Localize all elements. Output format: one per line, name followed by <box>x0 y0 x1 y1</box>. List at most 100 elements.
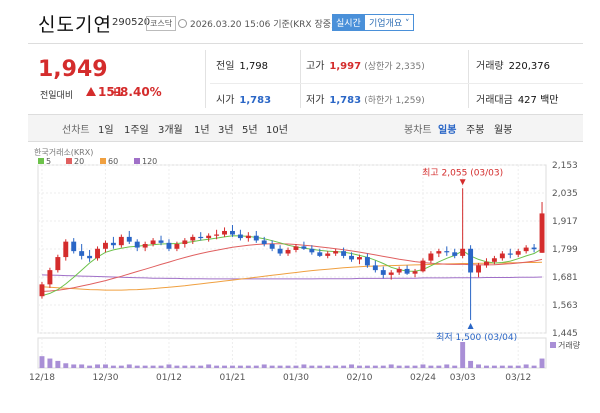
volume-bar <box>325 365 331 368</box>
change-amount: 151 <box>86 85 123 99</box>
volume-bar <box>420 364 426 368</box>
candle-body <box>412 271 418 274</box>
candle-body <box>118 236 124 246</box>
x-tick-label: 02/24 <box>410 373 436 383</box>
market-badge: 코스닥 <box>146 16 177 31</box>
y-tick-label: 1,445 <box>552 329 578 339</box>
tab-3y[interactable]: 3년 <box>218 125 234 136</box>
volume-bar <box>269 365 275 368</box>
candle-body <box>103 242 108 249</box>
ma-line-ma20 <box>41 243 543 292</box>
tab-1y[interactable]: 1년 <box>194 125 210 136</box>
x-tick-label: 03/03 <box>450 373 476 383</box>
candle-body <box>285 249 291 254</box>
candle-body <box>357 257 362 260</box>
candle-body <box>95 248 100 259</box>
tab-candle-chart[interactable]: 봉차트 <box>404 125 432 136</box>
candle-body <box>380 270 386 275</box>
datetime-text: 2026.03.20 15:06 기준(KRX 장중) <box>190 20 335 30</box>
stat-low: 저가 1,783 (하한가 1,259) <box>306 95 425 106</box>
volume-bar <box>253 365 259 368</box>
x-tick-label: 01/12 <box>156 373 182 383</box>
candle-body <box>491 258 497 262</box>
tab-monthly[interactable]: 월봉 <box>494 125 513 136</box>
volume-bar <box>460 342 466 368</box>
volume-bar <box>198 365 204 368</box>
candle-body <box>150 240 156 245</box>
volume-bar <box>261 364 267 368</box>
volume-bar <box>372 365 378 368</box>
candle-body <box>420 260 426 272</box>
stock-header: 신도기연 290520 코스닥 2026.03.20 15:06 기준(KRX … <box>0 0 600 40</box>
volume-bar <box>63 363 69 368</box>
tab-daily[interactable]: 일봉 <box>438 125 457 136</box>
stock-name: 신도기연 <box>38 14 112 36</box>
volume-label: 거래량 <box>558 340 581 350</box>
tab-10y[interactable]: 10년 <box>266 125 288 136</box>
volume-bar <box>79 364 85 368</box>
legend-label: 120 <box>142 157 157 166</box>
candle-body <box>484 261 489 266</box>
volume-bar <box>491 365 497 368</box>
tab-5y[interactable]: 5년 <box>242 125 258 136</box>
stock-code: 290520 <box>112 17 151 28</box>
clock-icon <box>178 19 187 28</box>
candle-body <box>47 270 53 285</box>
candle-body <box>245 235 251 239</box>
volume-bar <box>301 364 307 368</box>
volume-bar <box>357 365 362 368</box>
low-annotation: 최저 1,500 (03/04) <box>436 332 517 343</box>
volume-bar <box>317 365 323 368</box>
y-tick-label: 1,681 <box>552 273 578 283</box>
y-tick-label: 1,799 <box>552 245 578 255</box>
tab-3m[interactable]: 3개월 <box>158 125 183 136</box>
volume-bar <box>190 365 196 368</box>
legend-label: 60 <box>108 157 118 166</box>
company-overview-button[interactable]: 기업개요 ˅ <box>364 14 415 31</box>
volume-bar <box>523 364 529 368</box>
volume-frame <box>37 337 547 369</box>
candle-body <box>237 234 243 239</box>
candle-body <box>396 268 402 273</box>
tab-line-chart[interactable]: 선차트 <box>62 125 90 136</box>
divider <box>468 50 469 108</box>
x-tick-label: 02/10 <box>347 373 373 383</box>
candle-body <box>301 246 307 249</box>
candle-body <box>110 242 116 246</box>
volume-bar <box>47 358 53 368</box>
candle-body <box>87 255 93 259</box>
ma-line-ma60 <box>41 261 543 291</box>
candle-body <box>63 241 69 258</box>
candle-body <box>341 251 347 256</box>
change-label: 전일대비 <box>40 91 74 101</box>
candle-body <box>158 240 164 243</box>
volume-bar <box>309 365 315 368</box>
candle-body <box>333 251 339 254</box>
volume-bar <box>364 365 370 368</box>
volume-bar <box>71 364 77 368</box>
x-tick-label: 01/21 <box>220 373 246 383</box>
volume-bar <box>404 365 410 368</box>
stat-prev: 전일 1,798 <box>216 61 269 72</box>
legend-swatch <box>134 158 140 164</box>
candle-body <box>436 251 442 254</box>
high-annotation: 최고 2,055 (03/03) <box>422 167 503 178</box>
volume-bar <box>476 364 481 368</box>
realtime-button[interactable]: 실시간 <box>332 14 365 31</box>
volume-bar <box>55 360 61 368</box>
x-tick-label: 03/12 <box>505 373 531 383</box>
change-amount-value: 151 <box>98 85 124 99</box>
candle-body <box>230 230 235 235</box>
volume-bar <box>380 365 386 368</box>
chart-area: 2,153 2,035 1,917 1,799 1,681 1,563 1,445 12/18… <box>0 145 600 409</box>
volume-bar <box>412 365 418 368</box>
candle-body <box>126 236 132 242</box>
tab-1d[interactable]: 1일 <box>98 125 114 136</box>
tab-1w[interactable]: 1주일 <box>124 125 149 136</box>
stat-amount: 거래대금 427 백만 <box>476 95 559 106</box>
volume-bar <box>174 365 180 368</box>
y-tick-label: 2,035 <box>552 189 578 199</box>
tab-weekly[interactable]: 주봉 <box>466 125 485 136</box>
candle-body <box>261 240 267 245</box>
candle-body <box>452 252 458 256</box>
